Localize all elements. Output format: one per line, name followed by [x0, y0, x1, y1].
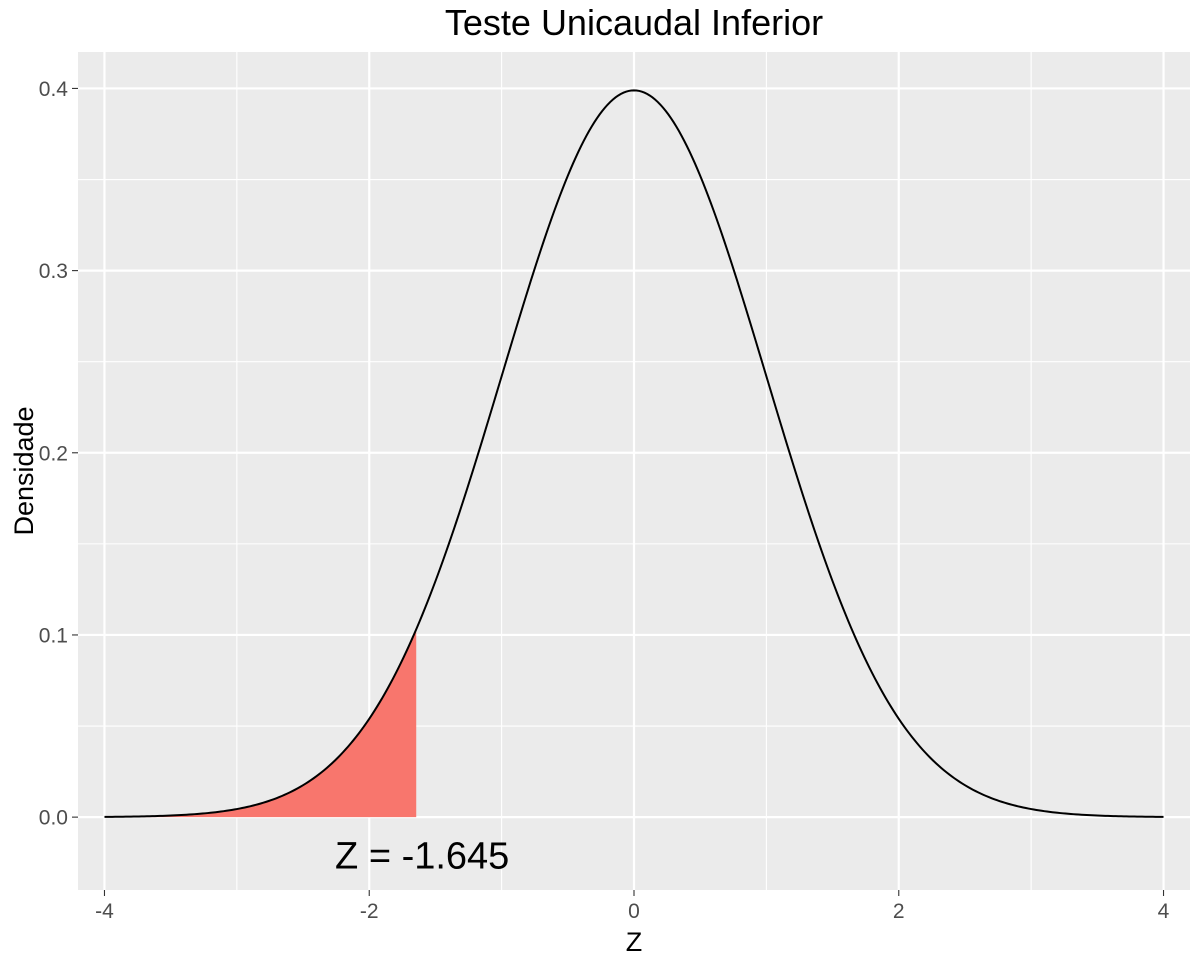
x-tick-label: 4: [1158, 900, 1170, 923]
lower-tail-rejection-area: [104, 629, 417, 818]
y-axis-title: Densidade: [9, 406, 39, 535]
x-axis-ticks: -4 -2 0 2 4: [95, 890, 1170, 923]
y-tick-label: 0.1: [39, 624, 68, 647]
x-tick-label: 2: [893, 900, 905, 923]
y-tick-label: 0.4: [39, 78, 69, 101]
y-tick-label: 0.3: [39, 260, 68, 283]
normal-density-curve: [104, 89, 1164, 818]
x-axis-title: Z: [626, 927, 643, 957]
chart-title: Teste Unicaudal Inferior: [445, 2, 823, 43]
y-axis-ticks: 0.0 0.1 0.2 0.3 0.4: [39, 78, 78, 830]
x-tick-label: 0: [628, 900, 640, 923]
x-tick-label: -4: [95, 900, 114, 923]
y-tick-label: 0.2: [39, 442, 68, 465]
x-tick-label: -2: [360, 900, 379, 923]
y-tick-label: 0.0: [39, 807, 68, 830]
critical-value-annotation: Z = -1.645: [335, 835, 509, 877]
